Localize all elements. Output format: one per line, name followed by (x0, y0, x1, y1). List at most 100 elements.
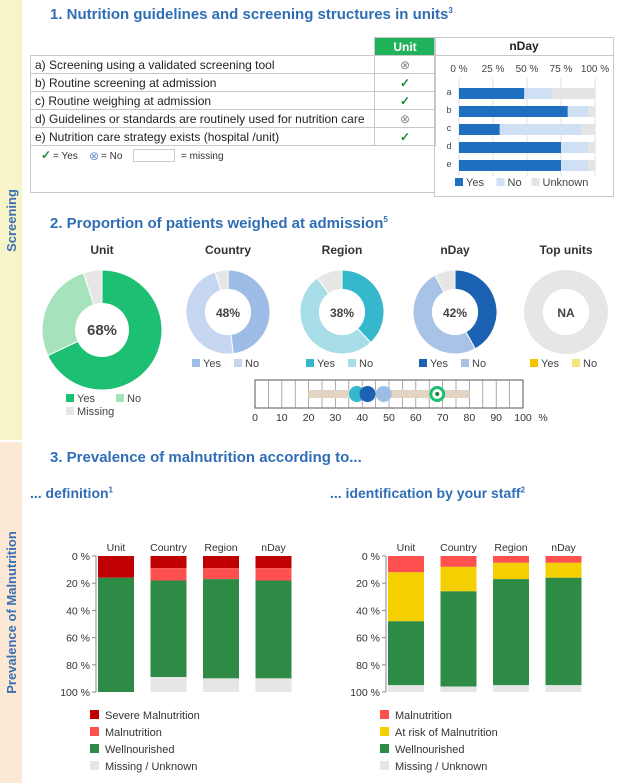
range-point (375, 386, 392, 402)
legend-swatch (306, 359, 314, 367)
pie-title: nDay (440, 243, 470, 257)
y-tick-label: 60 % (66, 633, 90, 645)
y-tick-label: 100 % (60, 687, 90, 699)
bar-segment (203, 568, 239, 580)
category-label: Unit (397, 542, 416, 554)
legend-swatch (461, 359, 469, 367)
guideline-row: b) Routine screening at admission ✓ (30, 73, 436, 92)
legend-swatch (348, 359, 356, 367)
bar-segment (551, 88, 595, 99)
pie-center-label: 38% (330, 306, 354, 320)
y-tick-label: 20 % (66, 578, 90, 590)
category-label: c (447, 123, 452, 133)
legend-label: Wellnourished (105, 744, 175, 756)
category-label: e (446, 159, 451, 169)
pie-center-label: 48% (216, 306, 240, 320)
guideline-row: e) Nutrition care strategy exists (hospi… (30, 127, 436, 146)
bar-segment (545, 577, 582, 686)
bar-segment (545, 556, 582, 563)
bar-segment (524, 88, 552, 99)
category-label: Country (440, 542, 478, 554)
guideline-row: a) Screening using a validated screening… (30, 55, 436, 74)
range-tick-label: 70 (437, 412, 449, 424)
x-tick-label: 25 % (482, 64, 505, 75)
prevalence-sidebar-label: Prevalence of Malnutrition (3, 531, 19, 694)
bar-segment (440, 686, 477, 692)
bar-segment (459, 106, 568, 117)
pie-title: Country (205, 243, 251, 257)
yes-symbol-icon: ✓ (41, 148, 52, 162)
guideline-label: c) Routine weighing at admission (30, 91, 375, 110)
legend-swatch (116, 394, 124, 402)
y-tick-label: 40 % (66, 605, 90, 617)
pie-title: Top units (539, 243, 592, 257)
legend-label: Missing / Unknown (395, 761, 487, 773)
bar-segment (255, 568, 292, 581)
legend-swatch (192, 359, 200, 367)
y-tick-label: 60 % (356, 633, 380, 645)
legend-label: No (359, 358, 373, 370)
category-label: Unit (107, 542, 126, 554)
prevalence-sidebar (0, 442, 22, 783)
range-tick-label: 30 (330, 412, 342, 424)
pie-hole (318, 288, 366, 336)
screening-sidebar-label: Screening (3, 188, 19, 252)
bar-segment (98, 577, 134, 692)
bar-segment (203, 556, 239, 569)
pie-title: Region (322, 243, 363, 257)
bar-segment (203, 579, 239, 679)
legend-swatch (380, 710, 389, 719)
range-tick-label: % (538, 412, 547, 424)
bar-segment (388, 556, 424, 573)
bar-segment (561, 142, 589, 153)
legend-swatch (419, 359, 427, 367)
bar-segment (459, 160, 561, 171)
pie-center-label: 68% (87, 322, 117, 339)
legend-label: Missing (77, 406, 114, 418)
y-tick-label: 40 % (356, 605, 380, 617)
legend-swatch (90, 744, 99, 753)
bar-segment (388, 685, 424, 692)
legend-label: Yes (203, 358, 221, 370)
bar-segment (493, 556, 529, 563)
legend-label: No (508, 177, 522, 189)
y-tick-label: 100 % (350, 687, 380, 699)
legend-swatch (572, 359, 580, 367)
nday-guidelines-chart-frame: nDay 0 % 25 % 50 % 75 % 100 % a b c d e Yes No Unkno… (434, 37, 614, 197)
y-tick-label: 20 % (356, 578, 380, 590)
bar-segment (255, 678, 292, 692)
bar-segment (388, 621, 424, 686)
pie-hole (75, 303, 129, 357)
category-label: Country (150, 542, 188, 554)
missing-swatch (133, 149, 175, 162)
pie-center-label: NA (557, 306, 575, 320)
legend-yes: = Yes (53, 151, 78, 162)
bar-segment (203, 678, 239, 692)
bar-segment (499, 124, 582, 135)
legend-label: No (472, 358, 486, 370)
bar-segment (150, 568, 187, 581)
x-tick-label: 0 % (450, 64, 467, 75)
bar-segment (545, 562, 582, 578)
legend-swatch (530, 359, 538, 367)
identification-chart: 0 % 20 % 40 % 60 % 80 % 100 % Unit Country Regio… (350, 542, 582, 773)
legend-swatch (380, 727, 389, 736)
weighed-pie-charts: Unit 68% Yes No Missing Country 48% Yes No Region… (41, 243, 608, 418)
weighed-range-chart: 0 10 20 30 40 50 60 70 80 90 100% (252, 379, 548, 424)
legend-swatch (90, 710, 99, 719)
x-tick-label: 50 % (516, 64, 539, 75)
bar-segment (493, 579, 529, 686)
pie-hole (204, 288, 252, 336)
legend-label: Severe Malnutrition (105, 710, 200, 722)
x-tick-label: 75 % (550, 64, 573, 75)
y-tick-label: 80 % (356, 660, 380, 672)
legend-swatch (496, 178, 505, 186)
bar-segment (588, 142, 595, 153)
legend-missing: = missing (181, 151, 224, 162)
pie-hole (431, 288, 479, 336)
legend-label: At risk of Malnutrition (395, 727, 498, 739)
bar-segment (150, 677, 187, 692)
legend-no: = No (101, 151, 123, 162)
legend-swatch (90, 761, 99, 770)
